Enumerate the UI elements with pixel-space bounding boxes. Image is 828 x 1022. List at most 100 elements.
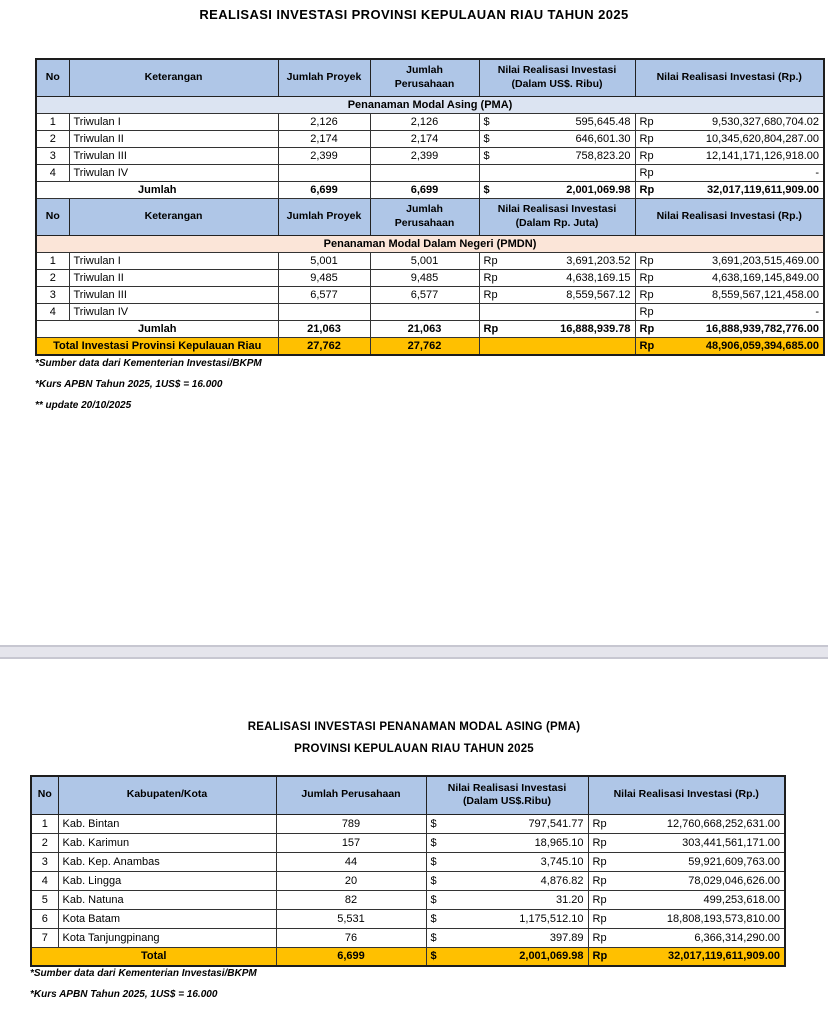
cell-jumlah-perusahaan: 20 bbox=[275, 870, 427, 891]
row-no: 1 bbox=[35, 251, 70, 270]
cell-jumlah-perusahaan: 5,001 bbox=[369, 251, 480, 270]
row-keterangan: Triwulan IV bbox=[68, 163, 279, 182]
cell-nilai-rp: Rp 48,906,059,394,685.00 bbox=[634, 336, 825, 356]
currency-value: 397.89 bbox=[549, 931, 584, 944]
pmdn-header-row: No Keterangan Jumlah Proyek Jumlah Perus… bbox=[35, 197, 825, 236]
cell-nilai-usd: $595,645.48 bbox=[478, 112, 636, 131]
header-line: (Dalam Rp. Juta) bbox=[515, 216, 599, 229]
row-no: 7 bbox=[30, 927, 59, 948]
pmdn-subtotal-row: Jumlah 21,063 21,063 Rp 16,888,939.78 Rp 1… bbox=[35, 319, 825, 338]
row-keterangan: Triwulan II bbox=[68, 268, 279, 287]
row-keterangan: Triwulan I bbox=[68, 112, 279, 131]
cell-nilai-usd: $31.20 bbox=[425, 889, 589, 910]
row-keterangan: Triwulan IV bbox=[68, 302, 279, 321]
footnote-update: ** update 20/10/2025 bbox=[35, 400, 132, 411]
currency-symbol: Rp bbox=[639, 322, 655, 335]
cell-nilai-rp-juta: Rp 3,691,203.52 bbox=[478, 251, 636, 270]
currency-symbol: Rp bbox=[639, 271, 654, 284]
grand-total-label: Total Investasi Provinsi Kepulauan Riau bbox=[35, 336, 279, 356]
region-header-row: No Kabupaten/Kota Jumlah Perusahaan Nila… bbox=[30, 775, 786, 815]
cell-nilai-rp: Rp 6,366,314,290.00 bbox=[587, 927, 786, 948]
cell-jumlah-proyek: 27,762 bbox=[277, 336, 371, 356]
cell-nilai-usd: $797,541.77 bbox=[425, 813, 589, 834]
currency-value: 16,888,939.78 bbox=[560, 322, 631, 335]
cell-jumlah-proyek: 2,399 bbox=[277, 146, 371, 165]
cell-jumlah-proyek: 9,485 bbox=[277, 268, 371, 287]
row-keterangan: Triwulan III bbox=[68, 285, 279, 304]
row-no: 4 bbox=[30, 870, 59, 891]
currency-value: 4,876.82 bbox=[540, 874, 584, 887]
currency-value: 78,029,046,626.00 bbox=[688, 874, 780, 887]
header-line: (Dalam US$.Ribu) bbox=[462, 795, 552, 808]
col-header-no: No bbox=[35, 58, 70, 97]
row-kabupaten: Kab. Kep. Anambas bbox=[57, 851, 277, 872]
currency-value: 2,001,069.98 bbox=[566, 183, 631, 196]
cell-jumlah-proyek: 6,699 bbox=[277, 180, 371, 199]
currency-value: 646,601.30 bbox=[575, 132, 631, 145]
currency-symbol: Rp bbox=[483, 288, 498, 301]
cell-jumlah-perusahaan: 2,174 bbox=[369, 129, 480, 148]
currency-symbol: $ bbox=[430, 855, 437, 868]
footnote-kurs: *Kurs APBN Tahun 2025, 1US$ = 16.000 bbox=[30, 989, 218, 1000]
cell-jumlah-proyek bbox=[277, 302, 371, 321]
currency-value: 32,017,119,611,909.00 bbox=[707, 183, 819, 196]
cell-jumlah-perusahaan: 2,399 bbox=[369, 146, 480, 165]
currency-value: 9,530,327,680,704.02 bbox=[711, 115, 819, 128]
currency-symbol: Rp bbox=[639, 254, 654, 267]
row-keterangan: Triwulan III bbox=[68, 146, 279, 165]
cell-nilai-rp: Rp 32,017,119,611,909.00 bbox=[587, 946, 786, 967]
table-row: 6 Kota Batam 5,531 $1,175,512.10 Rp 18,80… bbox=[30, 908, 786, 929]
cell-nilai-rp: Rp 8,559,567,121,458.00 bbox=[634, 285, 825, 304]
row-kabupaten: Kab. Bintan bbox=[57, 813, 277, 834]
currency-symbol: Rp bbox=[639, 183, 655, 196]
row-kabupaten: Kab. Natuna bbox=[57, 889, 277, 910]
cell-jumlah-perusahaan: 2,126 bbox=[369, 112, 480, 131]
page1-title: REALISASI INVESTASI PROVINSI KEPULAUAN R… bbox=[199, 7, 629, 22]
currency-value: 12,760,668,252,631.00 bbox=[666, 817, 780, 830]
pma-subtotal-row: Jumlah 6,699 6,699 $2,001,069.98 Rp 32,01… bbox=[35, 180, 825, 199]
row-no: 4 bbox=[35, 302, 70, 321]
row-no: 1 bbox=[35, 112, 70, 131]
cell-nilai-usd: $18,965.10 bbox=[425, 832, 589, 853]
pmdn-section-label: Penanaman Modal Dalam Negeri (PMDN) bbox=[35, 234, 825, 253]
table-row: 3 Triwulan III 2,399 2,399 $758,823.20 R… bbox=[35, 146, 825, 165]
cell-nilai-rp: Rp 3,691,203,515,469.00 bbox=[634, 251, 825, 270]
col-header-keterangan: Keterangan bbox=[68, 58, 279, 97]
currency-value: 8,559,567,121,458.00 bbox=[711, 288, 819, 301]
currency-value: 4,638,169.15 bbox=[566, 271, 631, 284]
footnote-source: *Sumber data dari Kementerian Investasi/… bbox=[30, 968, 257, 979]
header-line: Jumlah bbox=[406, 202, 443, 215]
footnote-source: *Sumber data dari Kementerian Investasi/… bbox=[35, 358, 262, 369]
currency-symbol: Rp bbox=[639, 288, 654, 301]
col-header-jumlah-perusahaan: Jumlah Perusahaan bbox=[369, 58, 480, 97]
col-header-nilai-rp: Nilai Realisasi Investasi (Rp.) bbox=[587, 775, 786, 815]
table-row: 3 Triwulan III 6,577 6,577 Rp 8,559,567.1… bbox=[35, 285, 825, 304]
currency-symbol: Rp bbox=[639, 132, 654, 145]
header-line: (Dalam US$. Ribu) bbox=[511, 77, 603, 90]
currency-value: 48,906,059,394,685.00 bbox=[705, 339, 819, 352]
page2-title-line1: REALISASI INVESTASI PENANAMAN MODAL ASIN… bbox=[247, 721, 581, 733]
currency-symbol: Rp bbox=[592, 950, 608, 963]
cell-jumlah-perusahaan: 21,063 bbox=[369, 319, 480, 338]
currency-symbol: $ bbox=[430, 931, 437, 944]
header-line: Perusahaan bbox=[394, 77, 455, 90]
cell-nilai-rp: Rp 59,921,609,763.00 bbox=[587, 851, 786, 872]
currency-symbol: $ bbox=[430, 836, 437, 849]
cell-jumlah-perusahaan: 6,699 bbox=[369, 180, 480, 199]
currency-value: 31.20 bbox=[555, 893, 584, 906]
currency-value: 18,965.10 bbox=[534, 836, 584, 849]
cell-jumlah-perusahaan bbox=[369, 302, 480, 321]
row-keterangan: Triwulan I bbox=[68, 251, 279, 270]
currency-symbol: $ bbox=[483, 132, 490, 145]
col-header-nilai-rp: Nilai Realisasi Investasi (Rp.) bbox=[634, 197, 825, 236]
currency-symbol: Rp bbox=[639, 149, 654, 162]
cell-nilai-usd: $1,175,512.10 bbox=[425, 908, 589, 929]
cell-nilai-usd: $758,823.20 bbox=[478, 146, 636, 165]
region-total-row: Total 6,699 $2,001,069.98 Rp 32,017,119,6… bbox=[30, 946, 786, 967]
cell-nilai-rp: Rp 32,017,119,611,909.00 bbox=[634, 180, 825, 199]
cell-jumlah-proyek: 2,174 bbox=[277, 129, 371, 148]
currency-value: 3,691,203.52 bbox=[566, 254, 631, 267]
region-total-label: Total bbox=[30, 946, 277, 967]
pma-section-label: Penanaman Modal Asing (PMA) bbox=[35, 95, 825, 114]
row-no: 6 bbox=[30, 908, 59, 929]
